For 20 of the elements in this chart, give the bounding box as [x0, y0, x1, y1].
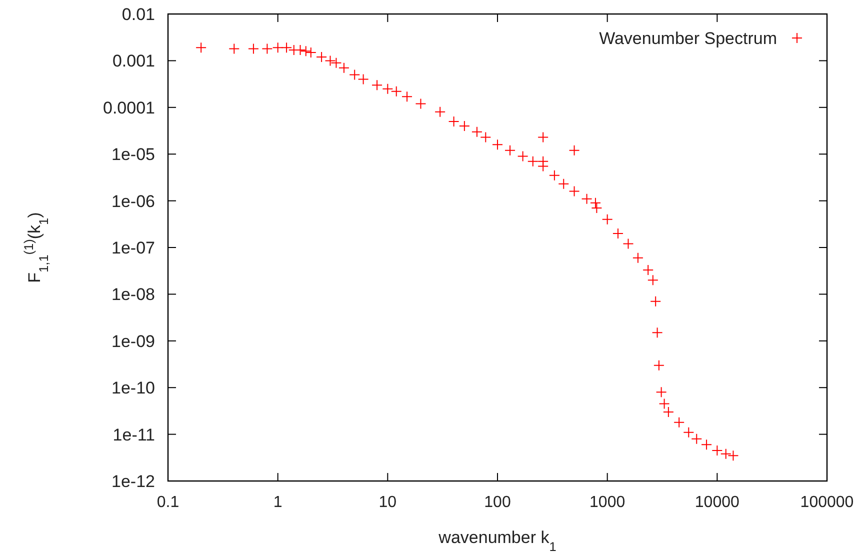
y-tick-label: 1e-08	[112, 285, 155, 304]
x-tick-label: 1000	[590, 494, 626, 511]
x-axis-title: wavenumber k$_{1}$	[438, 528, 556, 554]
y-tick-label: 1e-10	[112, 378, 155, 398]
x-tick-label: 10000	[694, 494, 740, 511]
y-tick-label: 1e-07	[112, 238, 155, 258]
y-tick-label: 0.0001	[103, 98, 155, 118]
y-tick-label: 1e-12	[112, 472, 155, 491]
y-tick-label: 1e-05	[112, 145, 155, 164]
x-tick-label: 100	[484, 494, 511, 511]
legend-label: Wavenumber Spectrum	[599, 29, 777, 48]
y-tick-label: 1e-11	[112, 425, 155, 444]
y-tick-label: 1e-09	[112, 332, 155, 351]
x-tick-label: 0.1	[156, 494, 180, 511]
x-tick-label: 1	[273, 494, 282, 511]
y-tick-label: 0.01	[122, 5, 155, 24]
y-tick-label: 1e-06	[112, 192, 155, 211]
x-tick-label: 100000	[800, 494, 854, 511]
x-tick-label: 10	[378, 494, 397, 511]
y-tick-label: 0.001	[112, 52, 155, 71]
